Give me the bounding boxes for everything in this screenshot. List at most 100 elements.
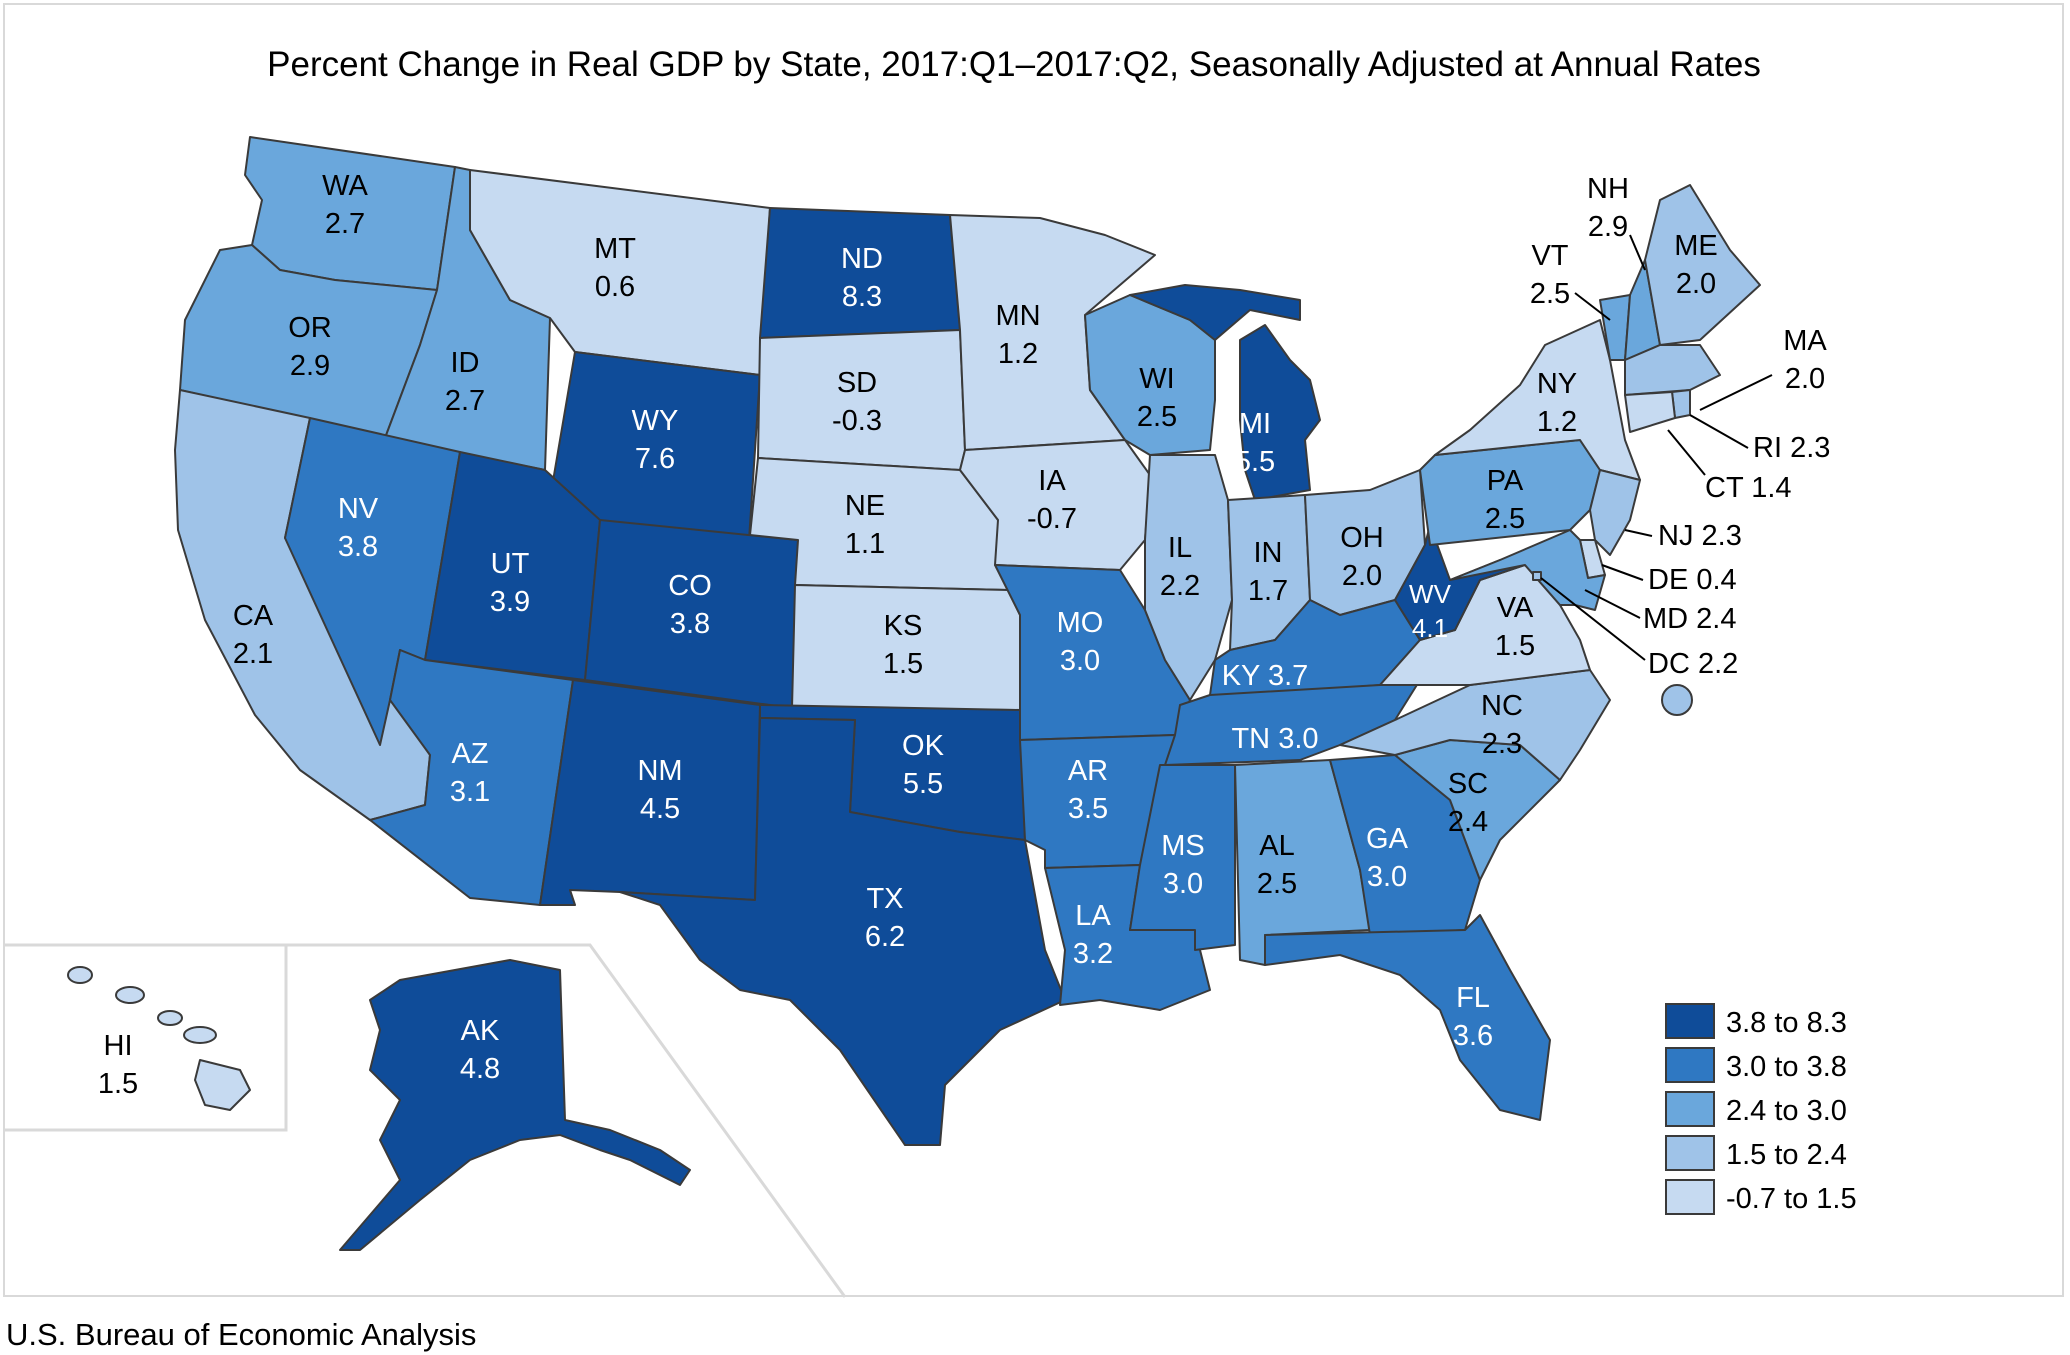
label-vt-abbr: VT [1531,240,1568,272]
state-hi[interactable] [67,966,251,1111]
label-mt-abbr: MT [594,233,636,265]
state-tn[interactable] [1164,679,1421,766]
svg-text:MI5.5: MI 5.5 [1235,408,1275,478]
label-wv-value: 4.1 [1412,613,1448,643]
svg-text:WA2.7: WA 2.7 [322,170,368,240]
svg-text:IL2.2: IL 2.2 [1160,532,1200,602]
state-ct[interactable] [1624,391,1676,433]
svg-text:MS3.0: MS 3.0 [1161,830,1205,900]
state-sd[interactable] [757,329,966,471]
legend-label: 3.0 to 3.8 [1726,1051,1847,1083]
legend-label: -0.7 to 1.5 [1726,1183,1857,1215]
label-mi-abbr: MI [1239,408,1271,440]
label-fl-abbr: FL [1456,982,1490,1014]
leader-md [1584,589,1641,619]
legend-label: 1.5 to 2.4 [1726,1139,1847,1171]
svg-text:MA2.0: MA 2.0 [1783,325,1827,395]
state-ak[interactable] [339,959,691,1251]
label-la-abbr: LA [1075,900,1111,932]
svg-text:AR3.5: AR 3.5 [1068,755,1108,825]
label-wi-abbr: WI [1139,363,1174,395]
state-me[interactable] [1644,184,1761,346]
label-ok-value: 5.5 [903,768,943,800]
source-footer: U.S. Bureau of Economic Analysis [6,1317,476,1352]
label-ma-abbr: MA [1783,325,1827,357]
label-co-abbr: CO [668,570,712,602]
legend-swatch [1665,1003,1715,1039]
legend-swatch [1665,1135,1715,1171]
legend-label: 2.4 to 3.0 [1726,1095,1847,1127]
svg-text:AL2.5: AL 2.5 [1257,830,1297,900]
label-va-value: 1.5 [1495,630,1535,662]
label-il-abbr: IL [1168,532,1192,564]
label-tn-abbr: TN [1231,723,1270,755]
label-al-value: 2.5 [1257,868,1297,900]
label-oh-value: 2.0 [1342,560,1382,592]
svg-text:FL3.6: FL 3.6 [1453,982,1493,1052]
legend: 3.8 to 8.3 3.0 to 3.8 2.4 to 3.0 1.5 to 2.4… [1665,1003,1857,1215]
label-hi-abbr: HI [104,1030,133,1062]
svg-text:CO3.8: CO 3.8 [668,570,712,640]
label-ma-value: 2.0 [1785,363,1825,395]
svg-text:AZ3.1: AZ 3.1 [450,738,490,808]
state-md[interactable] [1449,529,1606,611]
label-ks-abbr: KS [884,610,923,642]
label-tx-abbr: TX [866,883,903,915]
svg-text:MO3.0: MO 3.0 [1057,607,1104,677]
label-fl-value: 3.6 [1453,1020,1493,1052]
leader-dc [1540,577,1646,661]
state-nj[interactable] [1589,469,1641,556]
state-dc[interactable] [1532,571,1542,581]
state-fl[interactable] [1264,914,1551,1121]
svg-text:DE 0.4: DE 0.4 [1648,564,1737,596]
label-nh-value: 2.9 [1588,211,1628,243]
label-tx-value: 6.2 [865,921,905,953]
svg-text:GA3.0: GA 3.0 [1366,823,1409,893]
leader-ma [1699,374,1773,411]
svg-text:OK5.5: OK 5.5 [902,730,945,800]
label-me-value: 2.0 [1676,268,1716,300]
label-la-value: 3.2 [1073,938,1113,970]
svg-text:KY 3.7: KY 3.7 [1222,660,1309,692]
label-pa-value: 2.5 [1485,503,1525,535]
label-de-abbr: DE [1648,564,1688,596]
state-tx[interactable] [619,717,1066,1146]
svg-text:KS1.5: KS 1.5 [883,610,923,680]
label-id-value: 2.7 [445,385,485,417]
state-nc[interactable] [1339,669,1611,781]
svg-text:NY1.2: NY 1.2 [1537,368,1577,438]
label-wy-value: 7.6 [635,443,675,475]
label-nd-abbr: ND [841,243,883,275]
label-in-abbr: IN [1254,537,1283,569]
svg-text:MN1.2: MN 1.2 [995,300,1040,370]
label-hi-value: 1.5 [98,1068,138,1100]
label-oh-abbr: OH [1340,522,1384,554]
state-mi[interactable] [1129,284,1321,501]
label-nh-abbr: NH [1587,173,1629,205]
label-or-value: 2.9 [290,350,330,382]
label-sc-value: 2.4 [1448,806,1488,838]
svg-text:LA3.2: LA 3.2 [1073,900,1113,970]
label-me-abbr: ME [1674,230,1718,262]
label-ct-abbr: CT [1705,472,1744,504]
state-il[interactable] [1144,454,1233,701]
label-ri-abbr: RI [1753,432,1782,464]
label-co-value: 3.8 [670,608,710,640]
svg-text:MT0.6: MT 0.6 [594,233,636,303]
dc-marker [1661,684,1693,716]
leader-de [1601,564,1644,581]
svg-text:SC2.4: SC 2.4 [1448,768,1488,838]
legend-swatch [1665,1179,1715,1215]
label-sd-abbr: SD [837,367,877,399]
svg-text:OR2.9: OR 2.9 [288,312,332,382]
label-ky-value: 3.7 [1268,660,1308,692]
label-al-abbr: AL [1259,830,1294,862]
svg-text:CA2.1: CA 2.1 [233,600,274,670]
svg-text:MD 2.4: MD 2.4 [1643,603,1737,635]
label-mt-value: 0.6 [595,271,635,303]
label-ny-value: 1.2 [1537,406,1577,438]
label-ga-value: 3.0 [1367,861,1407,893]
svg-text:ND8.3: ND 8.3 [841,243,883,313]
svg-text:PA2.5: PA 2.5 [1485,465,1525,535]
label-ut-value: 3.9 [490,586,530,618]
